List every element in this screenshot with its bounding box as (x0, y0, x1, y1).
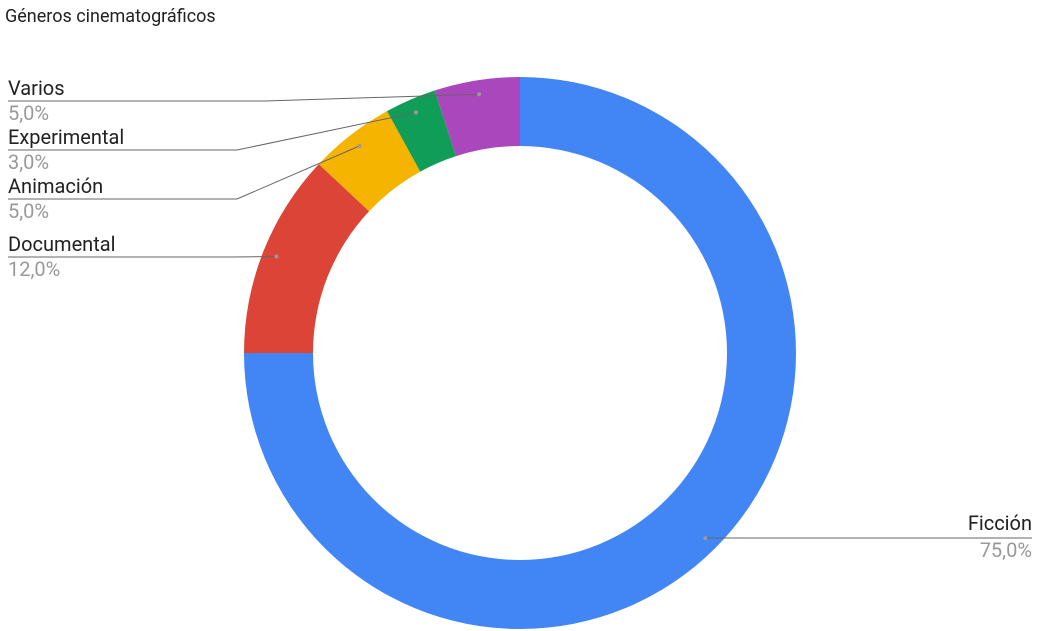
leader-dot (703, 536, 708, 541)
slice-value: 5,0% (8, 199, 49, 223)
leader-dot (477, 92, 482, 97)
leader-dot (274, 254, 279, 259)
donut-slice (434, 77, 520, 157)
leader-dot (413, 110, 418, 115)
leader-line (8, 112, 417, 151)
slice-value: 12,0% (8, 257, 60, 281)
leader-line (8, 145, 360, 200)
slice-label: Animación (8, 174, 103, 198)
slice-label: Experimental (8, 125, 124, 149)
leader-line (8, 93, 480, 102)
donut-slice (387, 90, 457, 172)
slice-label: Ficción (968, 511, 1032, 535)
slice-value: 5,0% (8, 101, 49, 125)
slice-label: Documental (8, 232, 116, 256)
chart-title: Géneros cinematográficos (5, 6, 216, 27)
slice-label: Varios (8, 76, 65, 100)
donut-slice (318, 111, 421, 212)
donut-slice (244, 164, 370, 353)
slice-value: 3,0% (8, 150, 49, 174)
slice-value: 75,0% (980, 538, 1032, 562)
leader-dot (357, 143, 362, 148)
